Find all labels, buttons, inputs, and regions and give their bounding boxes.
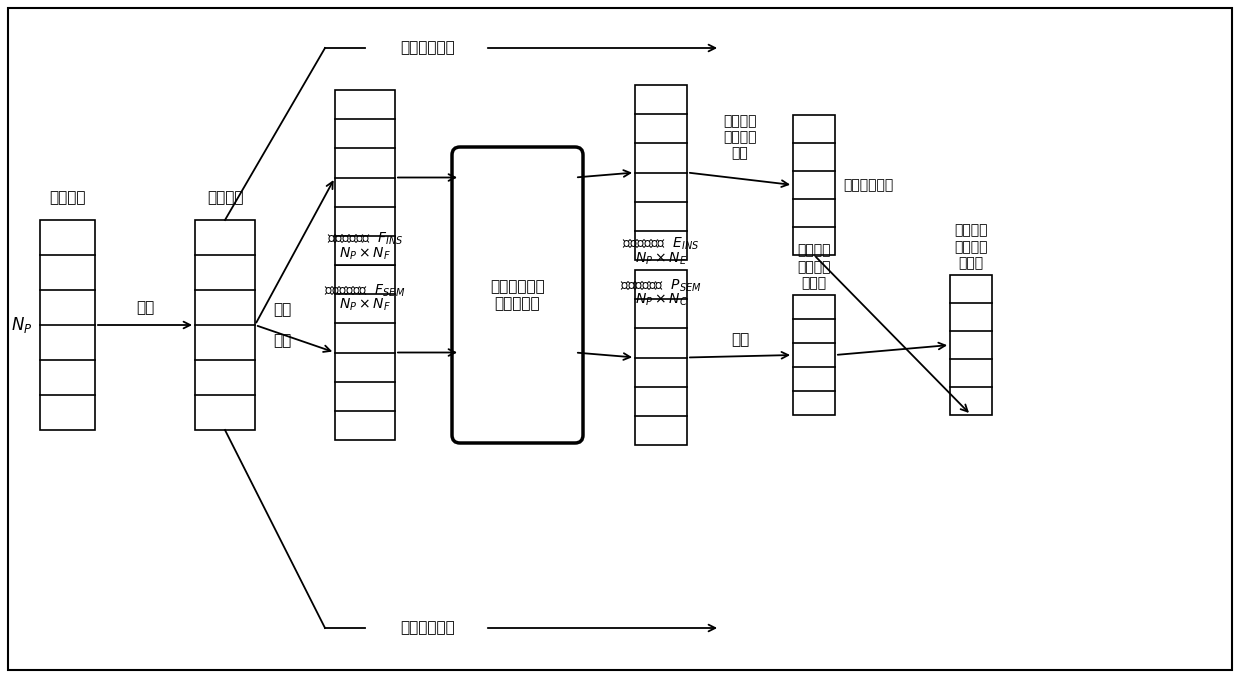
Bar bbox=[794, 295, 835, 415]
Bar bbox=[635, 85, 687, 260]
Text: $N_P$: $N_P$ bbox=[11, 315, 32, 335]
Text: 语义分割分支: 语义分割分支 bbox=[401, 620, 455, 635]
Bar bbox=[335, 265, 396, 440]
Text: $N_P \times N_F$: $N_P \times N_F$ bbox=[339, 245, 391, 262]
Text: 解码: 解码 bbox=[273, 333, 291, 348]
FancyBboxPatch shape bbox=[453, 147, 583, 443]
Text: 具体层面
的实例分
割结果: 具体层面 的实例分 割结果 bbox=[955, 224, 988, 270]
Bar bbox=[950, 275, 992, 415]
Text: $N_P \times N_E$: $N_P \times N_E$ bbox=[635, 251, 687, 267]
Text: 实例与语义联
合分割网络: 实例与语义联 合分割网络 bbox=[490, 279, 544, 311]
Text: $N_P \times N_C$: $N_P \times N_C$ bbox=[635, 292, 687, 308]
Text: 语义预测矩阵  $P_{SEM}$: 语义预测矩阵 $P_{SEM}$ bbox=[620, 278, 702, 294]
Text: 聚类: 聚类 bbox=[730, 332, 749, 348]
Text: 共享特征: 共享特征 bbox=[207, 190, 243, 205]
Text: 编码: 编码 bbox=[136, 300, 154, 315]
Text: $N_P \times N_F$: $N_P \times N_F$ bbox=[339, 297, 391, 313]
Text: 三维点云: 三维点云 bbox=[50, 190, 86, 205]
Bar bbox=[195, 220, 255, 430]
Bar bbox=[635, 270, 687, 445]
Text: 实例分割分支: 实例分割分支 bbox=[401, 41, 455, 56]
Bar bbox=[335, 90, 396, 265]
Bar bbox=[40, 220, 95, 430]
Text: 实例特征矩阵  $F_{INS}$: 实例特征矩阵 $F_{INS}$ bbox=[326, 231, 403, 247]
Text: 按位取最
大值的自
变量: 按位取最 大值的自 变量 bbox=[723, 114, 756, 161]
Text: 语义特征矩阵  $F_{SEM}$: 语义特征矩阵 $F_{SEM}$ bbox=[325, 283, 405, 300]
Text: 实例嵌入向量  $E_{INS}$: 实例嵌入向量 $E_{INS}$ bbox=[622, 235, 699, 252]
Text: 抽象层面
的实例分
割结果: 抽象层面 的实例分 割结果 bbox=[797, 243, 831, 290]
Text: 解码: 解码 bbox=[273, 302, 291, 317]
Text: 语义分割结果: 语义分割结果 bbox=[843, 178, 893, 192]
Bar bbox=[794, 115, 835, 255]
